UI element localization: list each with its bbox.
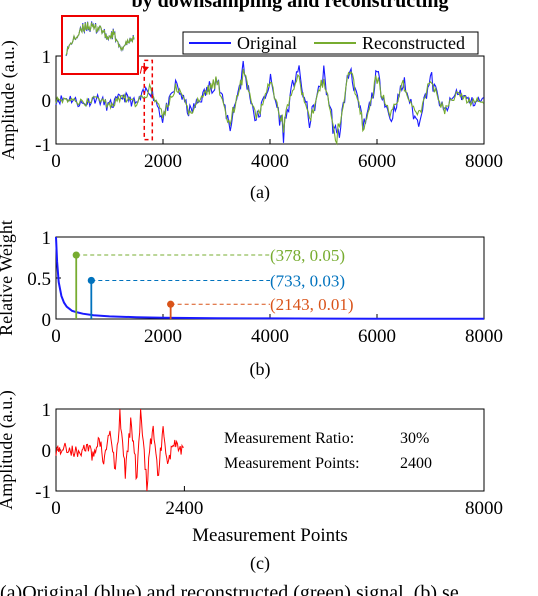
x-tick-label: 8000 <box>465 498 503 519</box>
zoom-window-box <box>144 60 152 139</box>
panel-b-chart: 0 0.5 1 0 2000 4000 6000 8000 Relative Weight (b)… <box>0 220 503 380</box>
annotation-value: 30% <box>400 430 429 447</box>
panel-label: (c) <box>250 553 270 574</box>
x-tick-label: 8000 <box>465 326 503 347</box>
y-tick-label: 1 <box>42 400 52 421</box>
legend-label: Original <box>237 33 297 53</box>
x-tick-label: 6000 <box>358 326 396 347</box>
annotation-value: 2400 <box>400 455 432 472</box>
y-tick-label: 0.5 <box>27 269 51 290</box>
stem-label: (733, 0.03) <box>270 271 345 290</box>
y-tick-label: 1 <box>42 47 52 68</box>
panel-label: (a) <box>250 182 270 203</box>
figure-title: by downsampling and reconstructing <box>132 0 449 12</box>
y-tick-label: -1 <box>35 135 51 156</box>
x-tick-label: 2000 <box>144 326 182 347</box>
x-tick-label: 6000 <box>358 151 396 172</box>
x-tick-label: 0 <box>51 151 61 172</box>
inset-arrow-head <box>142 66 149 72</box>
x-tick-label: 8000 <box>465 151 503 172</box>
x-tick-label: 0 <box>51 326 61 347</box>
measured-signal-line <box>56 409 184 491</box>
y-axis-label: Relative Weight <box>0 220 16 336</box>
annotation-label: Measurement Points: <box>224 455 360 472</box>
inset-arrow <box>140 66 142 74</box>
y-tick-label: 0 <box>42 310 52 331</box>
y-tick-label: 0 <box>42 441 52 462</box>
y-axis-label: Amplitude (a.u.) <box>0 40 19 159</box>
y-axis-label: Amplitude (a.u.) <box>0 390 17 509</box>
x-tick-label: 4000 <box>251 151 289 172</box>
figure-caption: (a)Original (blue) and reconstructed (gr… <box>0 582 459 596</box>
stem-label: (2143, 0.01) <box>270 295 354 314</box>
legend-label: Reconstructed <box>362 33 465 53</box>
y-tick-label: 0 <box>42 91 52 112</box>
x-tick-label: 2000 <box>144 151 182 172</box>
y-tick-label: -1 <box>35 482 51 503</box>
x-tick-label: 0 <box>51 498 61 519</box>
x-axis-label: Measurement Points <box>192 525 348 546</box>
y-tick-label: 1 <box>42 228 52 249</box>
annotation-label: Measurement Ratio: <box>224 430 354 447</box>
stem-label: (378, 0.05) <box>270 246 345 265</box>
panel-label: (b) <box>250 359 271 380</box>
x-tick-label: 4000 <box>251 326 289 347</box>
x-tick-label: 2400 <box>165 498 203 519</box>
